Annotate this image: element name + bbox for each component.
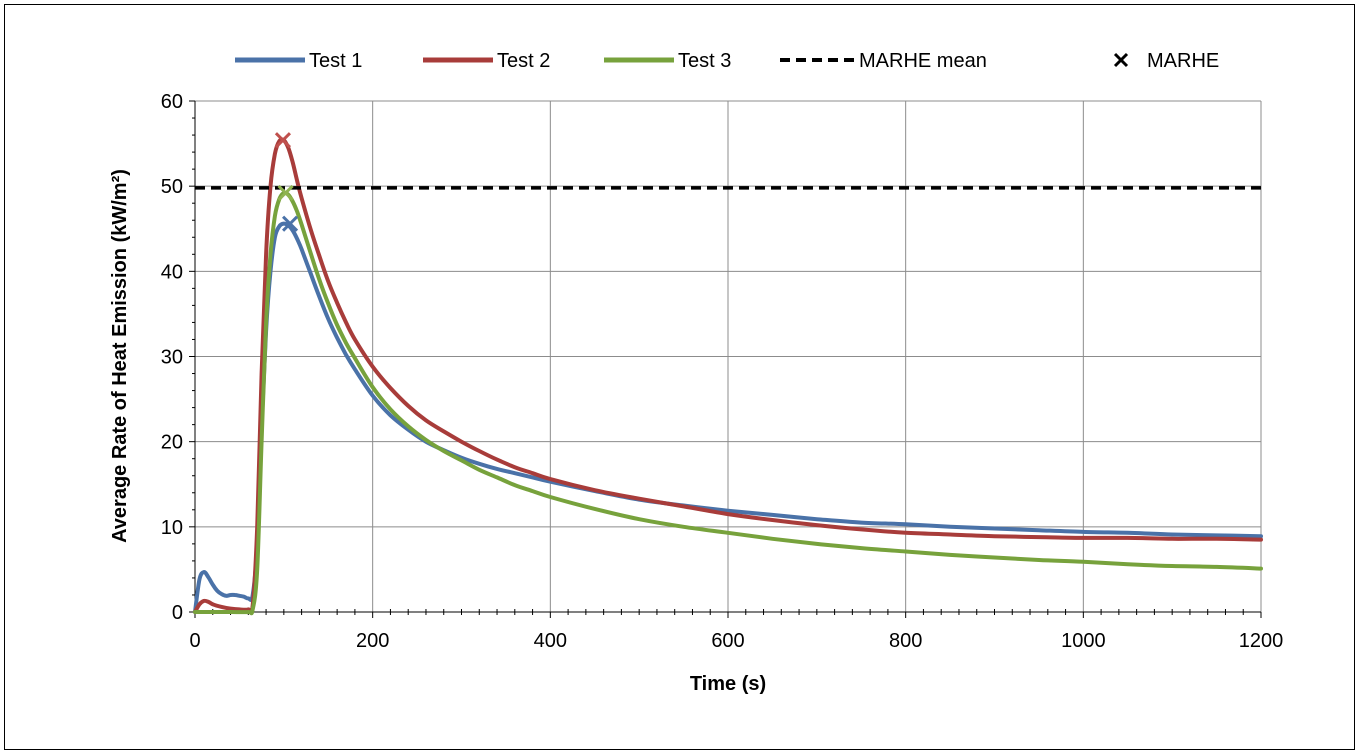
y-tick-label: 30 <box>161 347 183 369</box>
marker-stroke <box>277 184 294 202</box>
y-tick-label: 60 <box>161 91 183 113</box>
legend-item-test-1: Test 1 <box>235 50 362 72</box>
legend-label: Test 3 <box>678 50 731 72</box>
legend-label: Test 2 <box>497 50 550 72</box>
legend-swatch <box>1113 52 1129 68</box>
marhe-marker-test-3 <box>277 184 294 202</box>
x-tick-label: 200 <box>356 630 389 652</box>
series-line-test-1 <box>193 221 1263 614</box>
y-tick-label: 20 <box>161 432 183 454</box>
marker-stroke <box>281 215 299 232</box>
legend-label: MARHE mean <box>859 50 987 72</box>
marhe-marker-test-1 <box>281 215 299 232</box>
legend: Test 1 Test 2 Test 3 MARHE mean MARHE <box>235 50 1219 72</box>
legend-item-test-3: Test 3 <box>604 50 731 72</box>
y-tick-label: 10 <box>161 517 183 539</box>
y-axis-title: Average Rate of Heat Emission (kW/m²) <box>109 169 131 543</box>
series-line-test-3 <box>193 190 1263 616</box>
legend-label: Test 1 <box>309 50 362 72</box>
x-tick-label: 600 <box>711 630 744 652</box>
marker-stroke <box>274 132 292 149</box>
x-tick-label: 1000 <box>1061 630 1106 652</box>
y-tick-label: 40 <box>161 261 183 283</box>
marker-layer <box>274 132 299 232</box>
x-tick-label: 1200 <box>1239 630 1284 652</box>
x-tick-label: 400 <box>534 630 567 652</box>
y-tick-label: 0 <box>172 602 183 624</box>
y-tick-label: 50 <box>161 176 183 198</box>
chart-frame <box>4 4 1355 750</box>
series-layer <box>193 137 1263 616</box>
x-tick-label: 0 <box>189 630 200 652</box>
legend-label: MARHE <box>1147 50 1219 72</box>
legend-item-marhe: MARHE <box>1113 50 1219 72</box>
legend-item-test-2: Test 2 <box>423 50 550 72</box>
marhe-marker-test-2 <box>274 132 292 149</box>
x-axis-title: Time (s) <box>690 673 766 695</box>
legend-item-marhe-mean: MARHE mean <box>780 50 987 72</box>
x-tick-label: 800 <box>889 630 922 652</box>
